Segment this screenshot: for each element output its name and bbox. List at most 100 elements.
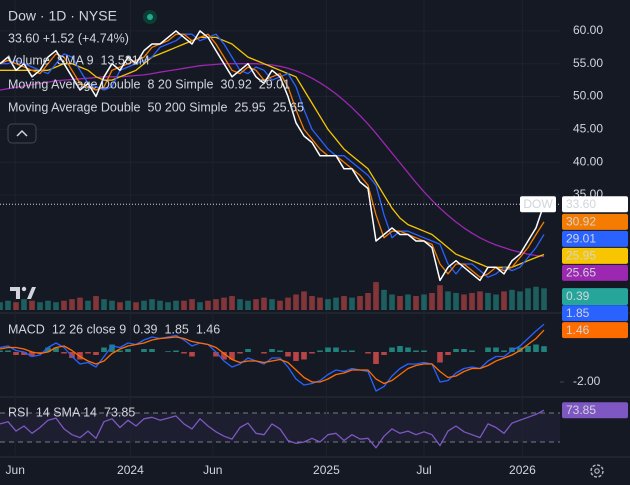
volume-bar <box>13 302 19 310</box>
collapse-button-box[interactable] <box>7 123 37 144</box>
indicator-value: 13.531M <box>101 53 150 67</box>
volume-bar <box>477 291 483 310</box>
histogram-bar <box>437 352 443 363</box>
logo <box>10 286 36 299</box>
volume-bar <box>37 302 43 310</box>
histogram-bar <box>0 350 3 353</box>
histogram-bar <box>149 349 155 353</box>
volume-bar <box>269 299 275 310</box>
volume-bar <box>365 292 371 310</box>
histogram-bar <box>501 350 507 353</box>
histogram-bar <box>333 347 339 353</box>
volume-bar <box>173 300 179 310</box>
histogram-bar <box>189 352 195 357</box>
volume-bar <box>261 297 267 310</box>
histogram-bar <box>221 352 227 360</box>
histogram-bar <box>541 346 547 353</box>
histogram-bar <box>461 349 467 353</box>
indicator-value: 0.39 <box>133 322 157 336</box>
histogram-bar <box>117 350 123 353</box>
settings-button[interactable] <box>590 464 604 478</box>
volume-bar <box>389 294 395 310</box>
value-badge: 1.85 <box>566 306 590 320</box>
indicator-params: SMA 9 <box>57 53 94 67</box>
volume-bar <box>405 294 411 310</box>
volume-bar <box>485 292 491 310</box>
price-badge-box <box>562 213 628 230</box>
indicator-value: 30.92 <box>221 77 252 91</box>
volume-bar <box>69 299 75 310</box>
pane-params: 12 26 close 9 <box>52 322 126 336</box>
volume-bar <box>229 296 235 310</box>
volume-bar <box>109 300 115 310</box>
x-tick-label: 2026 <box>509 463 536 477</box>
histogram-bar <box>85 352 91 354</box>
histogram-bar <box>109 344 115 353</box>
histogram-bar <box>141 349 147 353</box>
logo-part <box>10 287 20 299</box>
indicator-value: 29.01 <box>259 77 290 91</box>
volume-bar <box>397 296 403 310</box>
settings-icon[interactable] <box>590 464 604 478</box>
histogram-bar <box>61 352 67 354</box>
histogram-bar <box>485 347 491 353</box>
histogram-bar <box>373 352 379 364</box>
histogram-bar <box>285 352 291 357</box>
x-tick-label: Jul <box>416 463 431 477</box>
histogram-bar <box>21 352 27 355</box>
volume-bar <box>61 300 67 310</box>
price-badge-box <box>562 264 628 281</box>
volume-bar <box>197 302 203 310</box>
volume-bar <box>53 302 59 310</box>
histogram-bar <box>53 347 59 353</box>
volume-bar <box>501 291 507 310</box>
x-tick-label: Jun <box>203 463 222 477</box>
volume-bar <box>381 289 387 310</box>
histogram-bar <box>93 352 99 355</box>
histogram-bar <box>181 352 187 354</box>
volume-bar <box>101 299 107 310</box>
volume-bar <box>301 291 307 310</box>
volume-bar <box>541 288 547 310</box>
volume-bar <box>245 300 251 310</box>
value-badge: 0.39 <box>566 289 590 303</box>
value-badge-box <box>562 305 628 322</box>
price-badge-box <box>562 230 628 247</box>
volume-bar <box>221 297 227 310</box>
volume-bar <box>213 299 219 310</box>
moving-average-line <box>0 63 545 258</box>
value-badge-box <box>562 322 628 339</box>
histogram-bar <box>405 347 411 353</box>
histogram-bar <box>469 350 475 353</box>
volume-bar <box>21 299 27 310</box>
volume-bar <box>0 302 3 310</box>
y-tick-label: 60.00 <box>573 23 603 37</box>
volume-bar <box>413 296 419 310</box>
histogram-bar <box>101 347 107 353</box>
rsi-line <box>0 409 545 449</box>
histogram-bar <box>237 352 243 354</box>
logo-part <box>27 287 36 299</box>
volume-bar <box>157 300 163 310</box>
volume-bar <box>445 291 451 310</box>
histogram-bar <box>413 350 419 353</box>
indicator-name: Moving Average Double <box>8 77 141 91</box>
volume-bar <box>525 288 531 310</box>
y-tick-label: 50.00 <box>573 89 603 103</box>
y-tick-label: 45.00 <box>573 122 603 136</box>
volume-bar <box>421 294 427 310</box>
volume-bar <box>117 302 123 310</box>
histogram-bar <box>269 349 275 353</box>
histogram-bar <box>397 346 403 353</box>
volume-bar <box>317 297 323 310</box>
volume-bar <box>253 299 259 310</box>
pane-title: RSI <box>8 405 29 419</box>
volume-bar <box>141 300 147 310</box>
price-badge: 25.95 <box>566 249 596 263</box>
volume-bar <box>469 292 475 310</box>
macd-line <box>0 329 545 385</box>
collapse-button[interactable] <box>7 123 37 144</box>
macd-line <box>0 323 545 392</box>
